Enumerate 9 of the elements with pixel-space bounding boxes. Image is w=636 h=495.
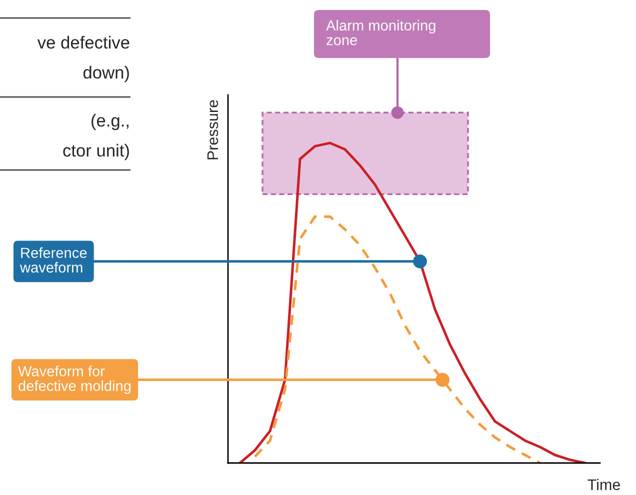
text: ve defective [37, 36, 130, 49]
text: Waveform for defective molding [18, 366, 131, 394]
y-axis-title: Pressure [207, 100, 218, 160]
text: down) [83, 66, 129, 82]
text: Alarm monitoring zone [326, 20, 436, 46]
x-axis-title: Time [588, 478, 620, 490]
text: (e.g., [92, 114, 128, 130]
text: Reference waveform [20, 247, 87, 273]
text: ctor unit) [63, 144, 129, 160]
